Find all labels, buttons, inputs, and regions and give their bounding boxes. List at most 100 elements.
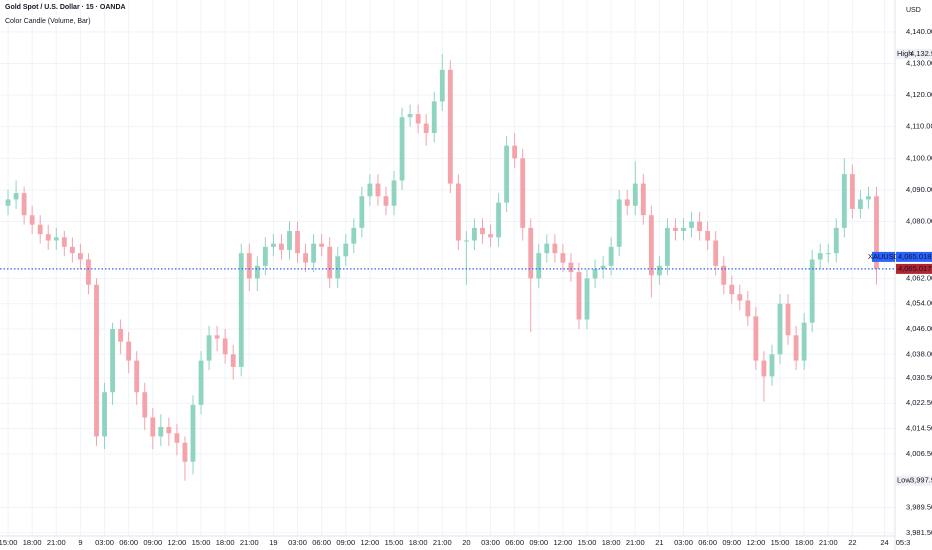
candle-body (753, 316, 759, 361)
candle-body (568, 262, 574, 273)
price-marker-value: 3,997.985 (910, 476, 932, 485)
candle-body (608, 246, 614, 266)
candle-body (367, 183, 373, 197)
candle-body (665, 227, 670, 266)
candle-body (86, 259, 91, 285)
candle-body (673, 227, 678, 232)
price-marker-label: Low (897, 476, 911, 485)
candle-body (335, 256, 341, 279)
candle-body (560, 253, 566, 263)
x-tick-label: 09:00 (529, 538, 548, 547)
y-tick-label: 4,038.000 (906, 349, 932, 358)
candle-body (142, 392, 148, 418)
candle-body (110, 328, 115, 393)
x-tick-label: 21:00 (240, 538, 259, 547)
candle-body (600, 265, 606, 269)
x-tick-label: 21:00 (626, 538, 645, 547)
candle-body (785, 303, 791, 336)
x-tick-label: 18:00 (795, 538, 814, 547)
candle-body (480, 227, 485, 235)
x-tick-label: 15:00 (578, 538, 597, 547)
candle-body (391, 180, 397, 206)
candle-body (295, 231, 300, 254)
candle-body (182, 442, 188, 462)
candle-body (118, 328, 124, 342)
candle-body (520, 158, 526, 228)
candle-body (648, 215, 654, 276)
candle-body (319, 243, 325, 247)
symbol-tag-label: XAUUSD (868, 252, 900, 261)
candle-body (13, 193, 19, 200)
x-tick-label: 18:00 (602, 538, 621, 547)
grid (0, 0, 895, 536)
candle-body (53, 237, 59, 241)
candle-body (849, 174, 855, 209)
candle-body (311, 243, 317, 263)
candle-body (552, 243, 558, 254)
candle-body (761, 360, 767, 377)
price-marker-label: High (897, 49, 912, 58)
y-tick-label: 4,006.500 (906, 449, 932, 458)
candle-body (150, 417, 156, 437)
y-tick-label: 4,120.000 (906, 90, 932, 99)
candle-body (874, 196, 879, 269)
candle-body (858, 199, 863, 209)
candle-body (279, 243, 284, 250)
candle-body (303, 253, 308, 263)
x-tick-label: 21:00 (819, 538, 838, 547)
candle-body (793, 335, 799, 361)
x-tick-label: 09:00 (722, 538, 741, 547)
candle-body (737, 294, 743, 301)
x-tick-label: 12:00 (361, 538, 380, 547)
currency: USD (906, 7, 921, 14)
candle-body (166, 426, 172, 434)
close-tag (896, 263, 932, 274)
candle-body (488, 234, 493, 238)
x-tick-label: 06:00 (119, 538, 138, 547)
x-tick-label: 15:00 (0, 538, 17, 547)
candle-body (206, 335, 212, 361)
price-marker-bg (896, 49, 932, 60)
candle-body (496, 202, 501, 238)
y-tick-label: 4,046.000 (906, 324, 932, 333)
candle-body (809, 259, 815, 323)
x-tick-label: 21:00 (433, 538, 452, 547)
candle-body (375, 183, 381, 197)
candle-body (343, 243, 349, 257)
x-tick-label: 09:00 (336, 538, 355, 547)
x-tick-label: 06:00 (698, 538, 717, 547)
candle-body (246, 253, 252, 279)
candle-body (817, 253, 823, 260)
x-tick-label: 9 (78, 538, 82, 547)
candle-body (504, 145, 510, 203)
candle-body (102, 392, 107, 437)
candle-body (705, 231, 711, 241)
candle-body (399, 117, 405, 181)
y-tick-label: 4,080.000 (906, 217, 932, 226)
x-tick-label: 21 (655, 538, 663, 547)
chart-title: Gold Spot / U.S. Dollar · 15 · OANDA (5, 4, 126, 11)
x-tick-label: 15:00 (385, 538, 404, 547)
price-tag (896, 251, 932, 262)
x-tick-label: 18:00 (216, 538, 235, 547)
candle-body (841, 174, 847, 228)
candle-body (21, 193, 27, 216)
candle-body (512, 145, 518, 159)
candle-body (616, 199, 622, 247)
y-tick-label: 4,030.500 (906, 373, 932, 382)
candle-body (866, 196, 871, 200)
x-tick-label: 21:00 (47, 538, 66, 547)
x-tick-label: 20 (462, 538, 470, 547)
y-tick-label: 4,062.000 (906, 273, 932, 282)
y-tick-label: 4,054.000 (906, 299, 932, 308)
candle-body (383, 196, 389, 206)
y-tick-label: 4,014.500 (906, 424, 932, 433)
candle-body (439, 69, 445, 102)
candle-body (134, 360, 140, 393)
candle-body (5, 199, 11, 206)
x-tick-label: 03:00 (674, 538, 693, 547)
x-tick-label: 15:00 (192, 538, 211, 547)
candle-body (697, 221, 703, 232)
candle-body (287, 231, 292, 250)
y-tick-label: 4,110.000 (906, 122, 932, 131)
